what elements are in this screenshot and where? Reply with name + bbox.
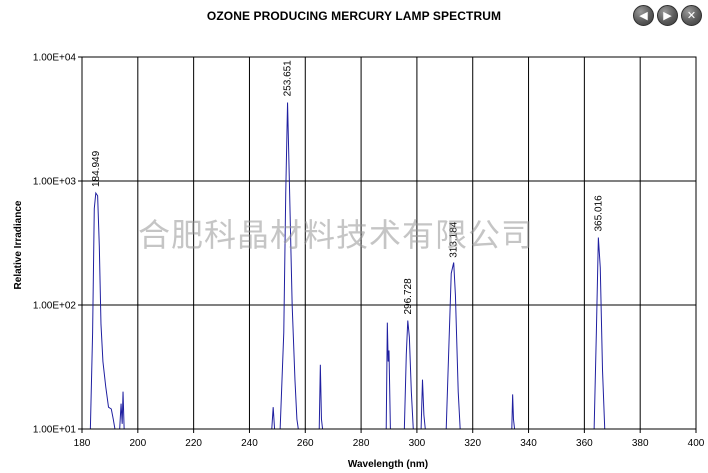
spectrum-line	[89, 102, 606, 430]
watermark-text: 合肥科晶材料技术有限公司	[138, 216, 535, 254]
x-tick-label: 360	[576, 438, 593, 449]
plot-frame	[81, 56, 697, 430]
y-tick-label: 1.00E+03	[33, 177, 77, 188]
close-icon: ✕	[686, 9, 697, 22]
peak-label: 313.184	[449, 221, 460, 258]
peak-label: 365.016	[593, 195, 604, 232]
close-button[interactable]: ✕	[681, 5, 702, 26]
series-layer	[89, 102, 606, 430]
x-tick-label: 380	[632, 438, 649, 449]
x-tick-label: 320	[464, 438, 481, 449]
back-button[interactable]: ◀	[633, 5, 654, 26]
y-tick-label: 1.00E+01	[33, 425, 77, 436]
y-tick-label: 1.00E+04	[33, 53, 77, 64]
navigation-buttons: ◀ ▶ ✕	[633, 5, 702, 26]
x-tick-label: 280	[353, 438, 370, 449]
x-tick-label: 400	[688, 438, 705, 449]
axis-layer: 180 200 220 240 260 280 300 320 340 360 380 400 1.00…	[33, 53, 705, 450]
x-axis-label: Wavelength (nm)	[348, 459, 428, 470]
y-axis-label: Relative Irradiance	[13, 200, 24, 289]
arrow-left-icon: ◀	[639, 9, 648, 22]
x-tick-label: 240	[241, 438, 258, 449]
x-tick-label: 340	[520, 438, 537, 449]
x-tick-label: 300	[409, 438, 426, 449]
x-tick-label: 220	[185, 438, 202, 449]
x-tick-label: 260	[297, 438, 314, 449]
peak-label: 296.728	[403, 278, 414, 315]
peak-label: 184.949	[91, 150, 102, 187]
x-tick-label: 180	[74, 438, 91, 449]
peak-label-layer: 184.949 253.651 296.728 313.184 365.016	[91, 60, 605, 315]
arrow-right-icon: ▶	[663, 9, 672, 22]
y-tick-label: 1.00E+02	[33, 301, 77, 312]
forward-button[interactable]: ▶	[657, 5, 678, 26]
x-tick-label: 200	[129, 438, 146, 449]
peak-label: 253.651	[283, 60, 294, 97]
chart-title: OZONE PRODUCING MERCURY LAMP SPECTRUM	[206, 9, 502, 23]
